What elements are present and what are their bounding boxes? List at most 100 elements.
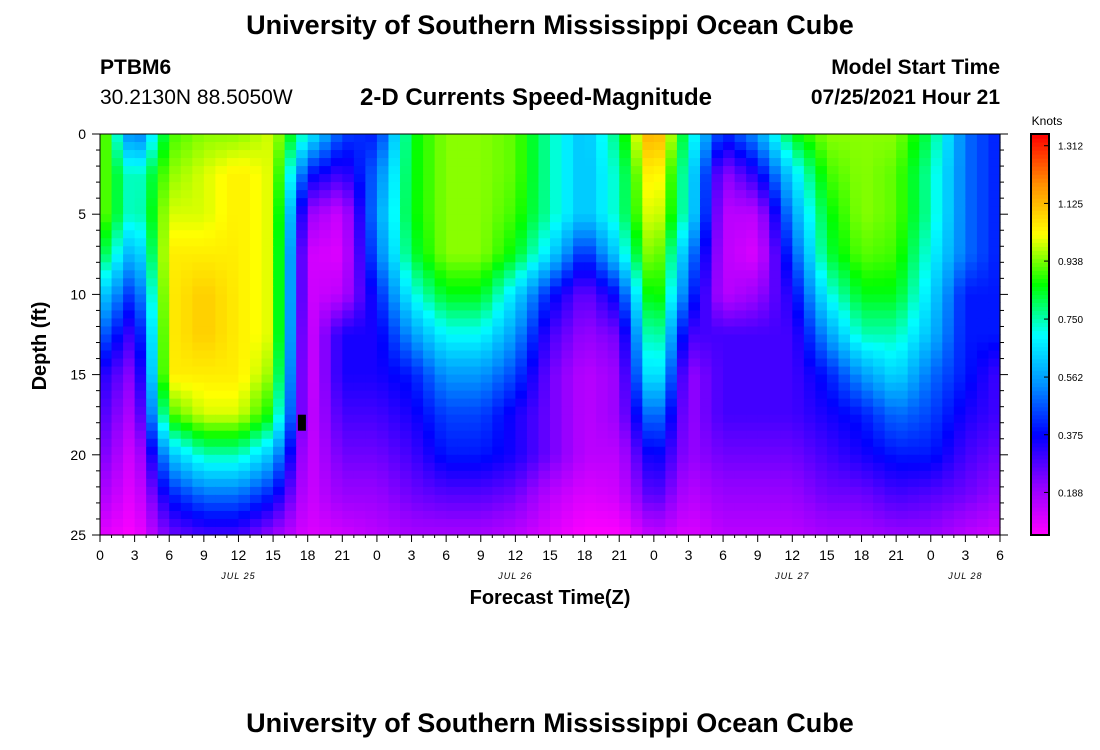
heatmap-cell bbox=[861, 246, 874, 255]
heatmap-cell bbox=[850, 454, 863, 464]
heatmap-cell bbox=[388, 238, 401, 247]
heatmap-cell bbox=[296, 366, 309, 376]
heatmap-cell bbox=[976, 454, 990, 464]
colorbar-gradient bbox=[1031, 134, 1049, 536]
heatmap-cell bbox=[134, 430, 147, 440]
heatmap-cell bbox=[919, 430, 932, 440]
heatmap-cell bbox=[492, 326, 505, 336]
heatmap-cell bbox=[919, 526, 932, 536]
heatmap-cell bbox=[861, 198, 874, 207]
heatmap-cell bbox=[584, 150, 597, 159]
heatmap-cell bbox=[942, 310, 955, 320]
heatmap-cell bbox=[619, 358, 632, 368]
heatmap-cell bbox=[469, 502, 482, 512]
heatmap-cell bbox=[423, 142, 436, 151]
heatmap-cell bbox=[884, 198, 897, 207]
heatmap-cell bbox=[688, 494, 701, 504]
heatmap-cell bbox=[492, 262, 505, 271]
heatmap-cell bbox=[873, 390, 886, 400]
heatmap-cell bbox=[411, 366, 424, 376]
heatmap-cell bbox=[896, 422, 909, 432]
heatmap-cell bbox=[342, 502, 355, 512]
heatmap-cell bbox=[503, 318, 516, 328]
heatmap-cell bbox=[457, 398, 470, 408]
heatmap-cell bbox=[123, 406, 136, 416]
heatmap-cell bbox=[826, 494, 840, 504]
heatmap-cell bbox=[515, 422, 528, 432]
heatmap-cell bbox=[515, 334, 528, 344]
heatmap-cell bbox=[769, 286, 782, 295]
heatmap-cell bbox=[757, 222, 770, 231]
heatmap-cell bbox=[596, 142, 609, 151]
heatmap-cell bbox=[792, 278, 805, 287]
heatmap-cell bbox=[734, 142, 747, 151]
heatmap-cell bbox=[250, 190, 263, 199]
heatmap-cell bbox=[665, 334, 678, 344]
heatmap-cell bbox=[261, 318, 274, 328]
heatmap-cell bbox=[873, 502, 886, 512]
heatmap-cell bbox=[653, 262, 666, 271]
heatmap-cell bbox=[653, 342, 666, 352]
heatmap-cell bbox=[861, 166, 874, 175]
heatmap-cell bbox=[203, 262, 216, 271]
heatmap-cell bbox=[192, 246, 205, 255]
heatmap-cell bbox=[400, 390, 413, 400]
heatmap-cell bbox=[250, 294, 263, 304]
heatmap-cell bbox=[803, 134, 816, 143]
colorbar-segment bbox=[1031, 422, 1049, 428]
heatmap-cell bbox=[757, 286, 770, 295]
heatmap-cell bbox=[584, 478, 597, 488]
heatmap-cell bbox=[688, 398, 701, 408]
heatmap-cell bbox=[619, 486, 632, 496]
heatmap-cell bbox=[953, 326, 966, 336]
heatmap-cell bbox=[192, 478, 205, 488]
heatmap-cell bbox=[180, 230, 193, 239]
heatmap-cell bbox=[826, 414, 840, 424]
heatmap-cell bbox=[907, 382, 920, 392]
heatmap-cell bbox=[665, 526, 678, 536]
heatmap-cell bbox=[976, 486, 990, 496]
heatmap-cell bbox=[769, 326, 782, 336]
heatmap-cell bbox=[561, 382, 574, 392]
heatmap-cell bbox=[907, 486, 920, 496]
heatmap-cell bbox=[226, 230, 240, 239]
heatmap-cell bbox=[376, 374, 390, 384]
heatmap-cell bbox=[515, 286, 528, 295]
heatmap-cell bbox=[423, 478, 436, 488]
heatmap-cell bbox=[723, 334, 736, 344]
heatmap-cell bbox=[469, 254, 482, 263]
heatmap-cell bbox=[376, 182, 390, 191]
heatmap-cell bbox=[342, 150, 355, 159]
heatmap-cell bbox=[930, 254, 943, 263]
heatmap-cell bbox=[111, 310, 124, 320]
heatmap-cell bbox=[411, 294, 424, 304]
heatmap-cell bbox=[157, 406, 170, 416]
heatmap-cell bbox=[457, 206, 470, 215]
heatmap-cell bbox=[434, 486, 447, 496]
heatmap-cell bbox=[573, 150, 586, 159]
heatmap-cell bbox=[434, 438, 447, 448]
heatmap-cell bbox=[723, 182, 736, 191]
heatmap-cell bbox=[250, 174, 263, 183]
heatmap-cell bbox=[492, 198, 505, 207]
heatmap-cell bbox=[630, 142, 643, 151]
heatmap-cell bbox=[273, 486, 286, 496]
heatmap-cell bbox=[711, 254, 724, 263]
heatmap-cell bbox=[953, 398, 966, 408]
heatmap-cell bbox=[226, 190, 240, 199]
heatmap-cell bbox=[896, 286, 909, 295]
heatmap-cell bbox=[988, 382, 1001, 392]
heatmap-cell bbox=[792, 222, 805, 231]
heatmap-cell bbox=[157, 494, 170, 504]
heatmap-cell bbox=[815, 350, 828, 360]
heatmap-cell bbox=[157, 190, 170, 199]
heatmap-cell bbox=[492, 246, 505, 255]
heatmap-cell bbox=[746, 326, 759, 336]
heatmap-cell bbox=[111, 510, 124, 520]
heatmap-cell bbox=[803, 318, 816, 328]
heatmap-cell bbox=[146, 454, 159, 464]
heatmap-cell bbox=[226, 166, 240, 175]
heatmap-cell bbox=[134, 326, 147, 336]
heatmap-cell bbox=[607, 382, 620, 392]
heatmap-cell bbox=[896, 414, 909, 424]
